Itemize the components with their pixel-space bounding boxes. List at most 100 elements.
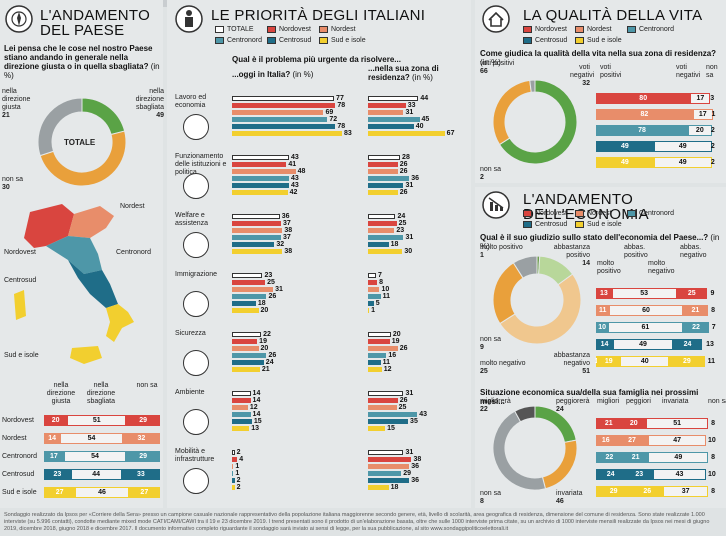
- p3-l-neg: voti negativi 32: [570, 64, 595, 87]
- bar-segment: 3: [710, 95, 715, 102]
- p2-bar-value: 26: [399, 397, 408, 404]
- legend-swatch: [575, 37, 584, 44]
- p2-bar: [232, 426, 250, 431]
- p2-bar-value: 5: [375, 300, 380, 307]
- bar-segment: 10: [596, 322, 609, 333]
- p2-category-icon: [183, 232, 209, 258]
- p4-l-mig: migliorerà 22: [480, 398, 511, 413]
- house-icon: [482, 5, 510, 33]
- p2-bar: [232, 360, 264, 365]
- p2-bar: [368, 332, 391, 337]
- p2-bar-value: 67: [446, 130, 455, 137]
- bar-segment: 24: [672, 339, 703, 350]
- p2-bar-value: 23: [396, 227, 405, 234]
- legend-label: TOTALE: [227, 26, 254, 33]
- p2-category-label: Immigrazione: [175, 271, 218, 278]
- p4-donut-famiglia: [492, 405, 578, 491]
- p2-bar: [368, 294, 381, 299]
- bar-segment: 53: [611, 288, 677, 299]
- p2-bar: [232, 471, 234, 476]
- legend-label: Centronord: [639, 26, 675, 33]
- p2-question: Qual è il problema più urgente da risolv…: [232, 55, 401, 64]
- p4-c2: abbas. positivo: [624, 244, 648, 259]
- p2-bar-value: 13: [251, 425, 260, 432]
- p2-bar-value: 25: [398, 220, 407, 227]
- p3-stacked-bar: 49 49 2: [596, 157, 715, 168]
- bar-segment: 8: [711, 420, 716, 427]
- p2-bar: [232, 287, 274, 292]
- p3-l-pos: voti positivi 66: [480, 60, 515, 75]
- p2-bar-value: 15: [387, 425, 395, 432]
- p2-bar-value: 83: [344, 130, 352, 137]
- p2-bar-value: 26: [399, 161, 408, 168]
- p2-bar: [232, 419, 252, 424]
- p2-bar: [368, 96, 419, 101]
- p5-stacked-bar: 22 21 49 8: [596, 452, 718, 463]
- legend-label: Sud e isole: [331, 37, 366, 44]
- bar-segment: 9: [710, 290, 715, 297]
- p3-stacked-bar: 80 17 3: [596, 93, 714, 104]
- p2-bar-value: 26: [268, 352, 277, 359]
- p2-bar-value: 78: [337, 123, 346, 130]
- bar-segment: 17: [692, 109, 713, 120]
- p4-title: L'ANDAMENTO DELL'ECONOMIA: [523, 191, 649, 223]
- person-icon: [175, 5, 203, 33]
- p2-bar-value: 25: [267, 279, 275, 286]
- p2-bar: [368, 301, 374, 306]
- bar-segment: 20: [44, 415, 68, 426]
- bar-segment: 49: [596, 157, 654, 168]
- p4-l-inv: invariata 46: [556, 490, 583, 505]
- p2-category-label: Lavoro ed economia: [175, 94, 207, 109]
- p2-bar: [368, 110, 404, 115]
- bar-segment: 14: [44, 433, 61, 444]
- p4-d3: invariata: [662, 398, 689, 405]
- p2-bar-value: 8: [379, 279, 384, 286]
- p2-bar-value: 18: [390, 241, 399, 248]
- p2-category-icon: [183, 468, 209, 494]
- legend-swatch: [575, 26, 584, 33]
- bar-segment: 20: [688, 125, 712, 136]
- p2-bar: [232, 332, 262, 337]
- bar-segment: 10: [707, 471, 716, 478]
- map-label-nordest: Nordest: [120, 203, 145, 210]
- p2-bar: [368, 280, 378, 285]
- p2-bar: [232, 412, 251, 417]
- bar-segment: 1: [595, 356, 599, 367]
- p1-row-label: Sud e isole: [2, 489, 37, 496]
- bar-segment: 46: [75, 487, 129, 498]
- legend-label: Nordovest: [535, 26, 567, 33]
- chart-down-icon: [482, 191, 510, 219]
- p2-bar: [368, 478, 410, 483]
- p2-bar-value: 30: [404, 248, 413, 255]
- legend-label: Nordest: [587, 210, 612, 217]
- p2-bar-value: 32: [276, 241, 285, 248]
- p2-bar: [232, 301, 256, 306]
- bar-segment: 2: [710, 143, 715, 150]
- p2-bar: [232, 96, 335, 101]
- p2-bar-value: 31: [275, 286, 283, 293]
- p2-bar-value: 19: [259, 338, 267, 345]
- p3-donut: [492, 79, 578, 165]
- p2-bar-value: 14: [252, 397, 261, 404]
- p1-question: Lei pensa che le cose nel nostro Paese s…: [4, 44, 160, 80]
- p2-bar-value: 22: [263, 331, 271, 338]
- legend-label: Centrosud: [279, 37, 312, 44]
- p2-bar-value: 20: [260, 307, 269, 314]
- p2-bar-value: 14: [252, 390, 261, 397]
- p2-bar: [368, 228, 395, 233]
- bar-segment: 10: [707, 437, 716, 444]
- bar-segment: 11: [596, 305, 610, 316]
- p2-bar-value: 19: [391, 338, 400, 345]
- flag-icon: [5, 5, 33, 33]
- p2-category-icon: [183, 173, 209, 199]
- p2-bar: [232, 214, 280, 219]
- p2-bar-value: 31: [405, 234, 414, 241]
- p1-l-giusta: nella direzione giusta 21: [2, 88, 31, 119]
- bar-segment: 23: [625, 469, 654, 480]
- p2-bar: [232, 405, 248, 410]
- legend-label: Centrosud: [535, 37, 568, 44]
- p2-bar: [368, 287, 380, 292]
- legend-item: Centronord: [627, 26, 674, 33]
- p4-donut-economia: [492, 255, 582, 345]
- bar-segment: 49: [596, 141, 654, 152]
